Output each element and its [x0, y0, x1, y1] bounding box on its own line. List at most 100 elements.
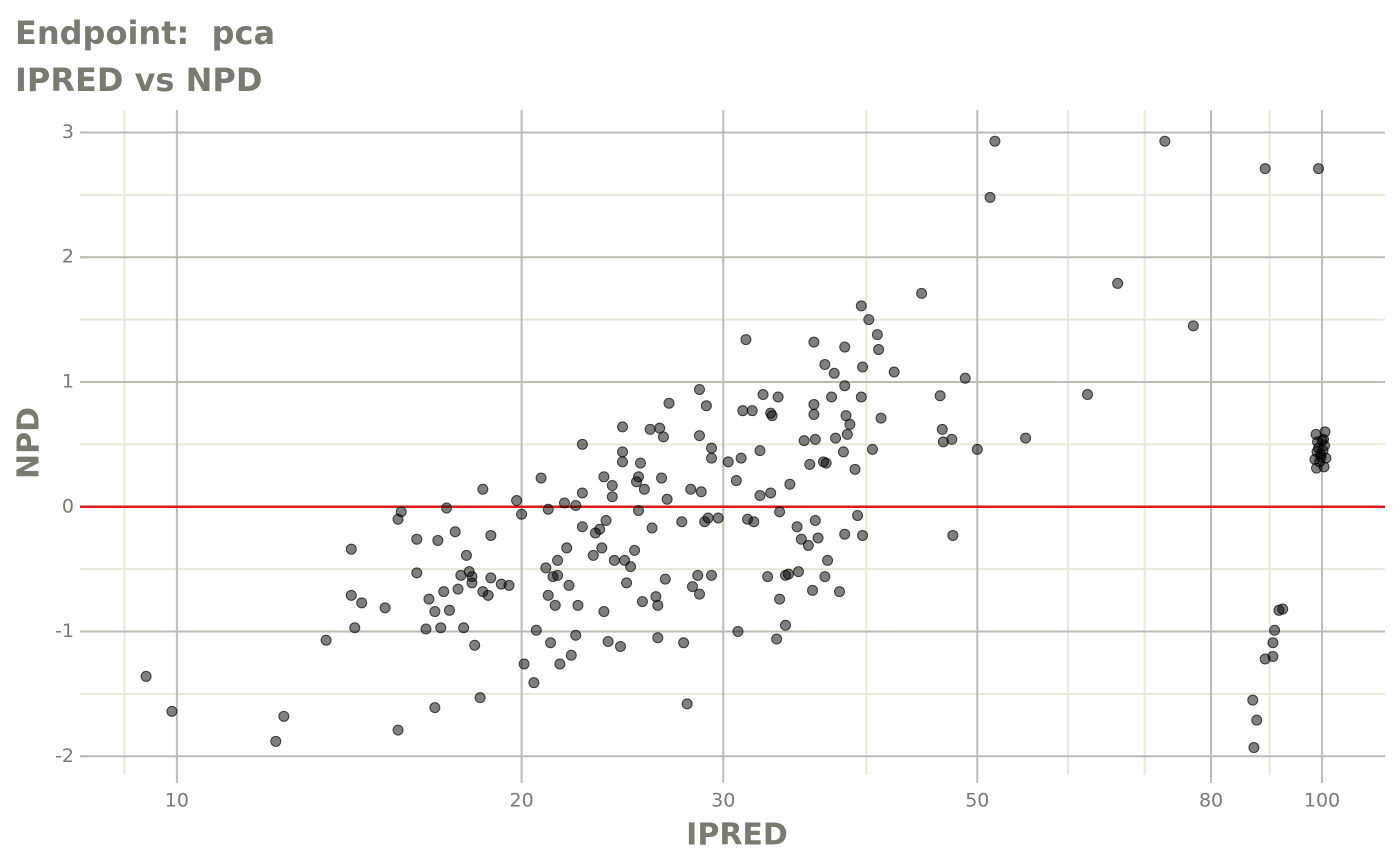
point [625, 561, 637, 573]
point [594, 523, 606, 535]
point [779, 619, 791, 631]
point [875, 412, 887, 424]
point [706, 569, 718, 581]
point [1251, 714, 1263, 726]
point [826, 391, 838, 403]
point [420, 623, 432, 635]
point [602, 636, 614, 648]
point [700, 400, 712, 412]
point [345, 589, 357, 601]
point [278, 710, 290, 722]
point [706, 442, 718, 454]
y-tick-label: 3 [62, 121, 74, 143]
point [822, 554, 834, 566]
point [819, 359, 831, 371]
point [774, 593, 786, 605]
point [542, 503, 554, 515]
point [1187, 320, 1199, 332]
point [959, 372, 971, 384]
point [379, 602, 391, 614]
point [449, 526, 461, 538]
point [570, 629, 582, 641]
point [834, 586, 846, 598]
point [754, 490, 766, 502]
point [1020, 432, 1032, 444]
point [732, 626, 744, 638]
y-tick-label: 0 [62, 495, 74, 517]
point [633, 471, 645, 483]
point [435, 622, 447, 634]
point [528, 677, 540, 689]
y-tick-label: 1 [62, 370, 74, 392]
point [542, 589, 554, 601]
point [608, 554, 620, 566]
point [839, 528, 851, 540]
point [634, 457, 646, 469]
point [518, 658, 530, 670]
point [754, 445, 766, 457]
point [812, 532, 824, 544]
point [849, 463, 861, 475]
point [1259, 163, 1271, 175]
point [644, 423, 656, 435]
point [576, 521, 588, 533]
point [429, 702, 441, 714]
point [791, 521, 803, 533]
point [485, 529, 497, 541]
point [576, 438, 588, 450]
point [820, 457, 832, 469]
point [1267, 650, 1279, 662]
point [663, 397, 675, 409]
point [1319, 440, 1331, 452]
point [984, 191, 996, 203]
point [438, 586, 450, 598]
point [808, 398, 820, 410]
x-tick-label: 20 [510, 790, 534, 812]
point [482, 589, 494, 601]
point [722, 456, 734, 468]
point [411, 567, 423, 579]
point [320, 634, 332, 646]
point [1313, 163, 1325, 175]
point [561, 542, 573, 554]
point [140, 670, 152, 682]
point [802, 539, 814, 551]
y-tick-label: -1 [55, 620, 74, 642]
point [863, 314, 875, 326]
chart-subtitle: IPRED vs NPD [15, 61, 262, 99]
chart-title: Endpoint: pca [15, 14, 275, 52]
point [570, 500, 582, 512]
point [809, 433, 821, 445]
point [587, 549, 599, 561]
point [762, 571, 774, 583]
point [916, 287, 928, 299]
point [540, 562, 552, 574]
point [606, 480, 618, 492]
y-tick-label: 2 [62, 246, 74, 268]
point [558, 497, 570, 509]
point [771, 633, 783, 645]
point [617, 446, 629, 458]
point [443, 604, 455, 616]
point [166, 705, 178, 717]
point [614, 640, 626, 652]
point [692, 569, 704, 581]
point [765, 487, 777, 499]
point [804, 458, 816, 470]
point [503, 579, 515, 591]
point [661, 493, 673, 505]
point [349, 622, 361, 634]
point [766, 410, 778, 422]
point [485, 572, 497, 584]
point [782, 568, 794, 580]
point [600, 514, 612, 526]
point [345, 543, 357, 555]
point [565, 649, 577, 661]
point [656, 472, 668, 484]
point [693, 383, 705, 395]
point [474, 692, 486, 704]
point [516, 508, 528, 520]
point [638, 483, 650, 495]
y-tick-label: -2 [55, 745, 74, 767]
